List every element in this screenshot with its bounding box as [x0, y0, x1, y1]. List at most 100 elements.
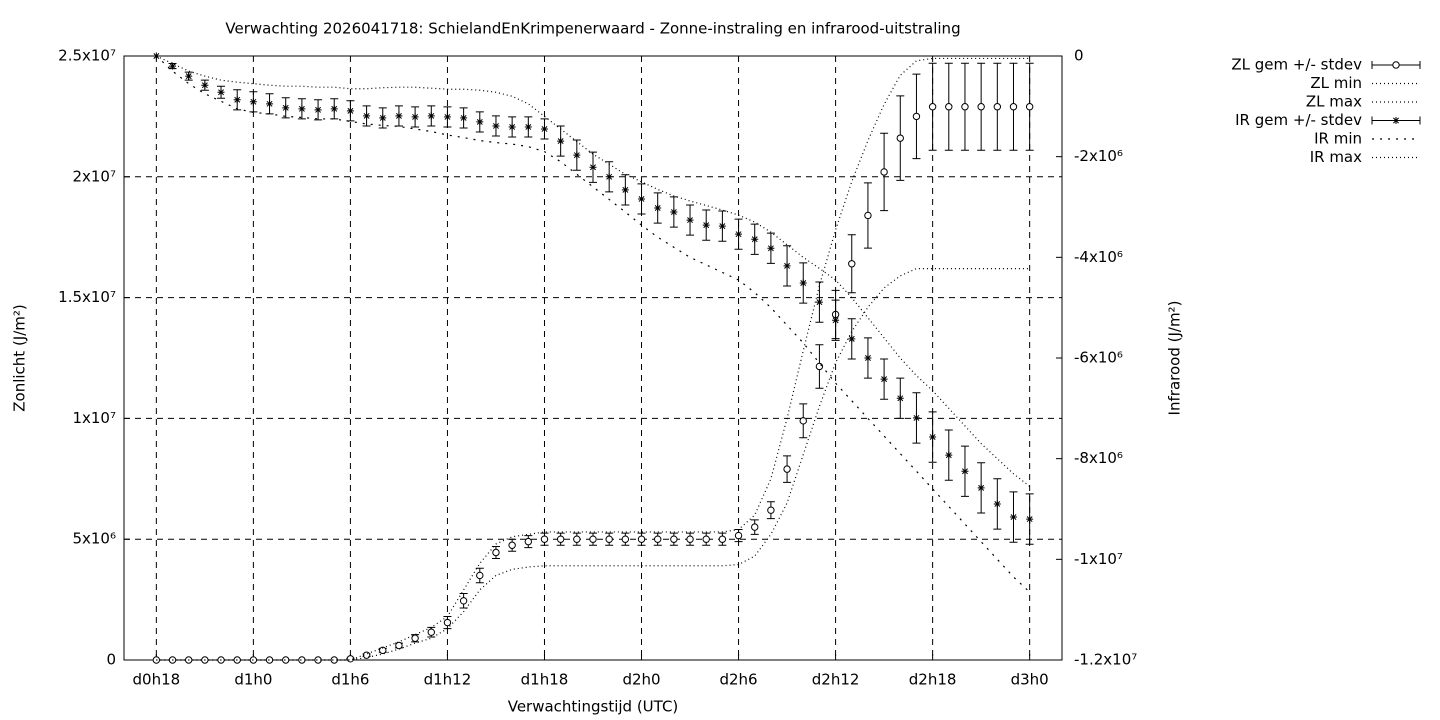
marker [524, 537, 533, 546]
marker [233, 96, 241, 104]
x-tick-label: d3h0 [1011, 671, 1049, 689]
marker [589, 535, 597, 543]
marker [217, 88, 225, 96]
y-tick-label: 0 [106, 651, 116, 669]
marker [928, 103, 937, 111]
x-tick-label: d2h0 [622, 671, 660, 689]
marker [961, 103, 969, 111]
marker [718, 222, 726, 230]
marker [411, 113, 419, 121]
marker [880, 375, 888, 383]
y-axis-title: Zonlicht (J/m²) [11, 304, 29, 412]
chart-title: Verwachting 2026041718: SchielandEnKrimp… [225, 20, 960, 38]
marker [929, 433, 937, 441]
marker [945, 103, 953, 111]
marker [557, 137, 565, 145]
series-line [156, 55, 1031, 487]
marker [848, 260, 856, 268]
marker [637, 535, 646, 543]
marker [702, 221, 710, 229]
x-tick-label: d1h18 [521, 671, 569, 689]
marker [266, 100, 274, 108]
marker [638, 195, 646, 203]
marker [1025, 103, 1034, 111]
x-tick-label: d1h6 [331, 671, 369, 689]
marker [993, 103, 1002, 111]
marker [573, 151, 581, 159]
y2-tick-label: -2x10⁶ [1074, 147, 1123, 165]
marker [815, 362, 824, 371]
marker [508, 541, 516, 549]
marker [395, 112, 403, 120]
marker [282, 656, 290, 664]
marker [459, 597, 468, 605]
marker [799, 279, 807, 287]
legend-label: IR min [1314, 130, 1362, 148]
marker [460, 114, 468, 122]
marker [702, 535, 710, 543]
marker [767, 244, 775, 252]
marker [993, 500, 1001, 508]
marker [589, 163, 597, 171]
marker [524, 123, 532, 131]
x-axis-title: Verwachtingstijd (UTC) [508, 698, 679, 716]
marker [896, 394, 904, 402]
x-tick-label: d1h0 [234, 671, 272, 689]
legend-label: IR gem +/- stdev [1235, 111, 1362, 129]
y-tick-label: 2.5x10⁷ [58, 47, 116, 65]
y-tick-label: 2x10⁷ [72, 167, 116, 185]
marker [977, 484, 985, 492]
marker [945, 451, 953, 459]
marker [540, 125, 548, 133]
series-line [156, 57, 1030, 661]
marker [427, 112, 435, 120]
marker [298, 656, 306, 664]
legend-label: ZL gem +/- stdev [1231, 56, 1362, 74]
y-tick-label: 5x10⁶ [72, 530, 116, 548]
marker [654, 204, 662, 212]
x-tick-label: d0h18 [133, 671, 181, 689]
marker [476, 118, 484, 126]
marker [621, 535, 630, 543]
marker [670, 535, 678, 543]
marker [443, 618, 452, 627]
marker [492, 548, 500, 557]
marker [1392, 61, 1400, 69]
marker [864, 354, 872, 362]
marker [363, 112, 371, 120]
marker [815, 298, 823, 306]
plot-frame [123, 55, 1063, 661]
marker [556, 535, 565, 543]
marker [605, 173, 613, 181]
marker [346, 107, 354, 115]
marker [185, 72, 193, 80]
marker [864, 211, 872, 220]
y2-tick-label: -6x10⁶ [1074, 349, 1123, 367]
marker [896, 134, 904, 142]
marker [395, 641, 403, 650]
marker [751, 235, 759, 243]
marker [1392, 117, 1400, 124]
marker [1009, 513, 1017, 521]
marker [411, 634, 419, 642]
marker [912, 414, 920, 422]
marker [686, 535, 694, 543]
marker [476, 571, 484, 580]
marker [298, 105, 306, 113]
marker [249, 98, 257, 106]
marker [735, 230, 743, 238]
marker [265, 656, 274, 664]
x-tick-label: d1h12 [424, 671, 472, 689]
marker [1009, 103, 1018, 111]
marker [330, 105, 338, 113]
marker [379, 646, 387, 655]
marker [653, 535, 662, 543]
marker [330, 656, 338, 664]
marker [169, 62, 177, 70]
marker [734, 531, 743, 540]
x-tick-label: d2h6 [719, 671, 757, 689]
y2-tick-label: -1.2x10⁷ [1074, 651, 1137, 669]
marker [1026, 515, 1034, 523]
marker [540, 535, 549, 543]
marker [379, 114, 387, 122]
